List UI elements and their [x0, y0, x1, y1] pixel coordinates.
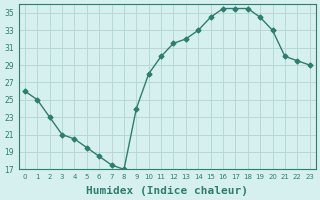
X-axis label: Humidex (Indice chaleur): Humidex (Indice chaleur): [86, 186, 248, 196]
